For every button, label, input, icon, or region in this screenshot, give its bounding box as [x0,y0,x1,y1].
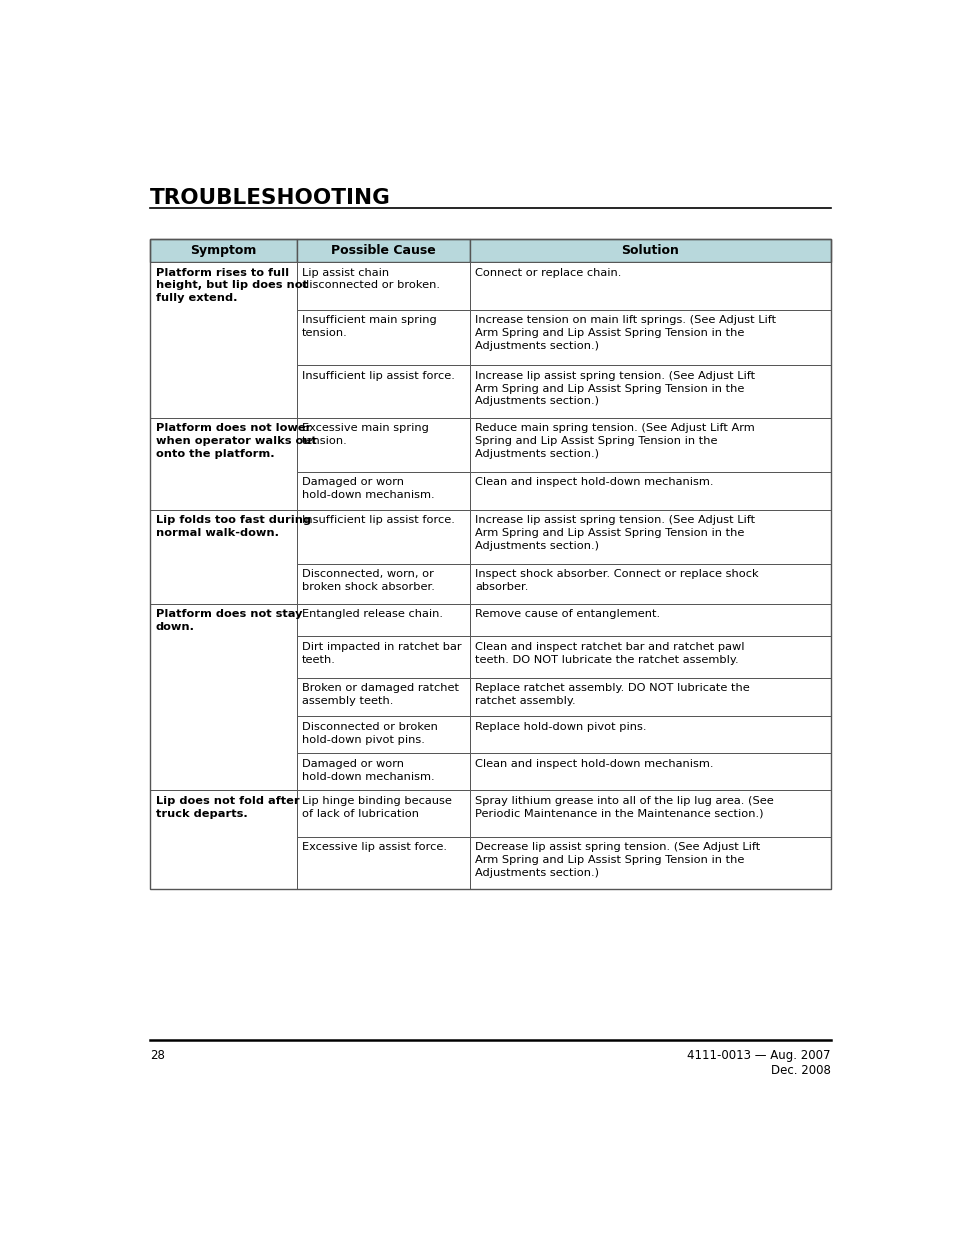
Text: Lip does not fold after
truck departs.: Lip does not fold after truck departs. [155,795,299,819]
Bar [296,564,470,604]
Text: Disconnected or broken
hold-down pivot pins.: Disconnected or broken hold-down pivot p… [302,721,437,745]
Bar [296,510,470,564]
Text: Excessive main spring
tension.: Excessive main spring tension. [302,424,429,446]
Text: Platform does not lower
when operator walks out
onto the platform.: Platform does not lower when operator wa… [155,424,316,458]
Bar [296,310,470,366]
Text: Damaged or worn
hold-down mechanism.: Damaged or worn hold-down mechanism. [302,477,435,500]
Bar [296,636,470,678]
Bar [470,564,830,604]
Bar [150,262,296,417]
Bar [470,636,830,678]
Text: Damaged or worn
hold-down mechanism.: Damaged or worn hold-down mechanism. [302,758,435,782]
Bar [296,753,470,790]
Bar [470,510,830,564]
Bar [150,510,296,604]
Bar [470,753,830,790]
Text: Increase lip assist spring tension. (See Adjust Lift
Arm Spring and Lip Assist S: Increase lip assist spring tension. (See… [475,370,755,406]
Bar [470,310,830,366]
Bar [296,240,470,262]
Text: Excessive lip assist force.: Excessive lip assist force. [302,842,447,852]
Text: Clean and inspect ratchet bar and ratchet pawl
teeth. DO NOT lubricate the ratch: Clean and inspect ratchet bar and ratche… [475,642,744,664]
Text: Lip assist chain
disconnected or broken.: Lip assist chain disconnected or broken. [302,268,439,290]
Text: Solution: Solution [620,245,679,257]
Text: Broken or damaged ratchet
assembly teeth.: Broken or damaged ratchet assembly teeth… [302,683,458,706]
Text: 28: 28 [150,1049,165,1062]
Bar [470,678,830,716]
Text: Replace ratchet assembly. DO NOT lubricate the
ratchet assembly.: Replace ratchet assembly. DO NOT lubrica… [475,683,749,706]
Text: Inspect shock absorber. Connect or replace shock
absorber.: Inspect shock absorber. Connect or repla… [475,569,759,593]
Text: Replace hold-down pivot pins.: Replace hold-down pivot pins. [475,721,646,732]
Text: TROUBLESHOOTING: TROUBLESHOOTING [150,188,391,209]
Bar [470,472,830,510]
Bar [470,417,830,472]
Bar [470,790,830,836]
Bar [296,417,470,472]
Text: Lip hinge binding because
of lack of lubrication: Lip hinge binding because of lack of lub… [302,795,452,819]
Text: Increase lip assist spring tension. (See Adjust Lift
Arm Spring and Lip Assist S: Increase lip assist spring tension. (See… [475,515,755,551]
Text: Possible Cause: Possible Cause [331,245,436,257]
Bar [296,366,470,417]
Text: Insufficient lip assist force.: Insufficient lip assist force. [302,515,455,525]
Bar [150,240,296,262]
Text: Clean and inspect hold-down mechanism.: Clean and inspect hold-down mechanism. [475,477,713,487]
Bar [296,262,470,310]
Text: Dirt impacted in ratchet bar
teeth.: Dirt impacted in ratchet bar teeth. [302,642,461,664]
Bar [470,836,830,889]
Text: Decrease lip assist spring tension. (See Adjust Lift
Arm Spring and Lip Assist S: Decrease lip assist spring tension. (See… [475,842,760,878]
Bar [150,604,296,790]
Text: Spray lithium grease into all of the lip lug area. (See
Periodic Maintenance in : Spray lithium grease into all of the lip… [475,795,774,819]
Text: Disconnected, worn, or
broken shock absorber.: Disconnected, worn, or broken shock abso… [302,569,435,593]
Text: Remove cause of entanglement.: Remove cause of entanglement. [475,609,659,620]
Bar [150,240,830,889]
Bar [470,262,830,310]
Bar [470,604,830,636]
Text: Symptom: Symptom [190,245,256,257]
Text: Platform does not stay
down.: Platform does not stay down. [155,609,302,632]
Text: Clean and inspect hold-down mechanism.: Clean and inspect hold-down mechanism. [475,758,713,769]
Bar [296,716,470,753]
Bar [470,240,830,262]
Bar [296,836,470,889]
Text: Insufficient main spring
tension.: Insufficient main spring tension. [302,315,436,338]
Text: Reduce main spring tension. (See Adjust Lift Arm
Spring and Lip Assist Spring Te: Reduce main spring tension. (See Adjust … [475,424,755,458]
Bar [296,472,470,510]
Text: 4111-0013 — Aug. 2007
Dec. 2008: 4111-0013 — Aug. 2007 Dec. 2008 [686,1049,830,1077]
Text: Connect or replace chain.: Connect or replace chain. [475,268,621,278]
Bar [296,790,470,836]
Text: Platform rises to full
height, but lip does not
fully extend.: Platform rises to full height, but lip d… [155,268,307,303]
Text: Insufficient lip assist force.: Insufficient lip assist force. [302,370,455,380]
Bar [150,417,296,510]
Bar [296,678,470,716]
Bar [296,604,470,636]
Text: Increase tension on main lift springs. (See Adjust Lift
Arm Spring and Lip Assis: Increase tension on main lift springs. (… [475,315,776,351]
Bar [470,716,830,753]
Bar [150,790,296,889]
Text: Lip folds too fast during
normal walk-down.: Lip folds too fast during normal walk-do… [155,515,311,538]
Bar [470,366,830,417]
Text: Entangled release chain.: Entangled release chain. [302,609,442,620]
